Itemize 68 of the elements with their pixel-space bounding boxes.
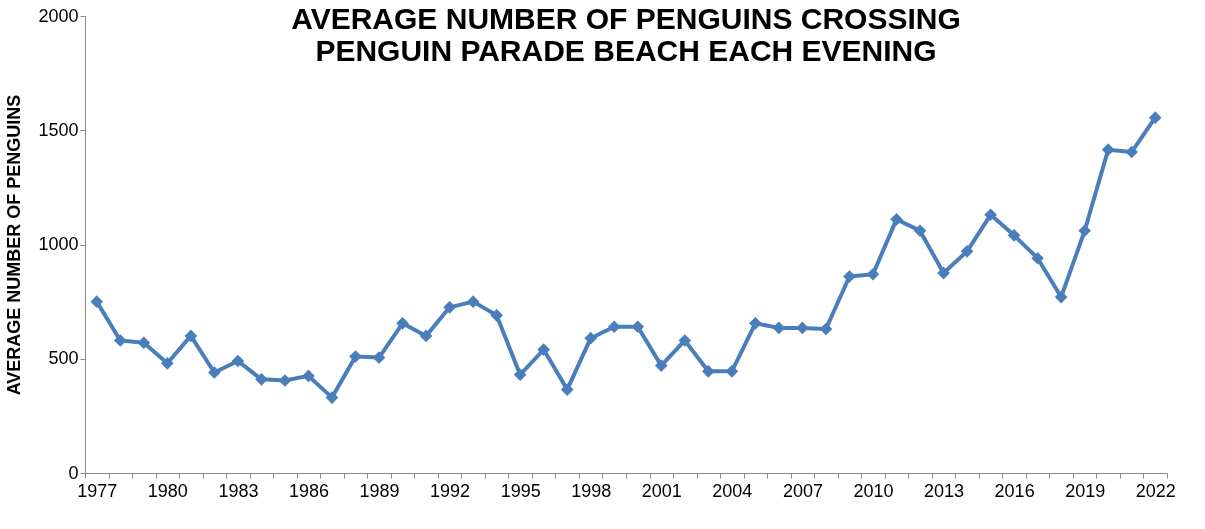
y-tick-label: 1000: [38, 234, 79, 254]
point: [772, 321, 786, 335]
point: [466, 295, 480, 308]
x-tick-label: 1980: [147, 480, 188, 501]
x-tick-label: 2022: [1135, 480, 1176, 501]
point: [231, 354, 245, 368]
point: [631, 320, 645, 334]
point: [208, 366, 221, 379]
point: [184, 329, 198, 343]
point: [560, 383, 574, 396]
point: [725, 364, 739, 378]
point: [796, 321, 809, 335]
point: [866, 267, 880, 281]
point: [984, 208, 997, 222]
y-tick-label: 0: [68, 462, 79, 483]
point: [749, 317, 762, 330]
point: [396, 317, 409, 330]
point: [90, 295, 104, 308]
x-tick-label: 2019: [1065, 480, 1106, 501]
point: [349, 350, 362, 363]
point: [255, 372, 268, 386]
x-tick-label: 1986: [288, 480, 329, 501]
point: [937, 266, 950, 280]
x-tick-label: 2001: [641, 480, 682, 501]
point: [819, 322, 833, 336]
point: [490, 309, 503, 322]
point: [1148, 111, 1162, 125]
point: [372, 351, 386, 364]
point: [325, 391, 339, 404]
point: [678, 334, 692, 347]
point: [913, 224, 927, 238]
point: [890, 213, 903, 226]
point: [537, 343, 550, 356]
point: [607, 320, 621, 334]
x-tick-label: 1983: [218, 480, 259, 501]
point: [513, 368, 527, 382]
x-tick-label: 1989: [359, 480, 400, 501]
point: [654, 359, 668, 372]
point: [302, 369, 315, 383]
point: [1125, 145, 1139, 159]
point: [137, 336, 151, 350]
point: [278, 374, 292, 387]
point: [419, 329, 433, 343]
point: [1054, 290, 1068, 304]
x-tick-label: 1998: [571, 480, 612, 501]
y-tick-label: 1500: [38, 119, 79, 140]
x-tick-label: 1977: [77, 480, 118, 501]
point: [1007, 229, 1021, 242]
x-tick-label: 2016: [994, 480, 1035, 501]
point: [161, 357, 174, 370]
x-tick-label: 1992: [430, 480, 471, 501]
x-tick-label: 2010: [853, 480, 894, 501]
x-tick-label: 1995: [500, 480, 541, 501]
point: [960, 245, 974, 258]
point: [1078, 224, 1091, 238]
point: [443, 301, 456, 314]
point: [584, 331, 598, 345]
point: [113, 334, 127, 347]
y-axis-title: AVERAGE NUMBER OF PENGUINS: [4, 94, 25, 396]
y-tick-label: 500: [48, 348, 79, 369]
x-tick-label: 2007: [782, 480, 823, 501]
y-tick-label: 2000: [38, 5, 79, 26]
x-tick-label: 2004: [712, 480, 753, 501]
point: [1101, 143, 1115, 156]
chart-title: AVERAGE NUMBER OF PENGUINS CROSSING PENGUIN PARADE BEACH EACH EVENING: [291, 2, 961, 67]
point: [702, 364, 715, 378]
x-tick-label: 2013: [924, 480, 965, 501]
point: [1031, 251, 1044, 265]
